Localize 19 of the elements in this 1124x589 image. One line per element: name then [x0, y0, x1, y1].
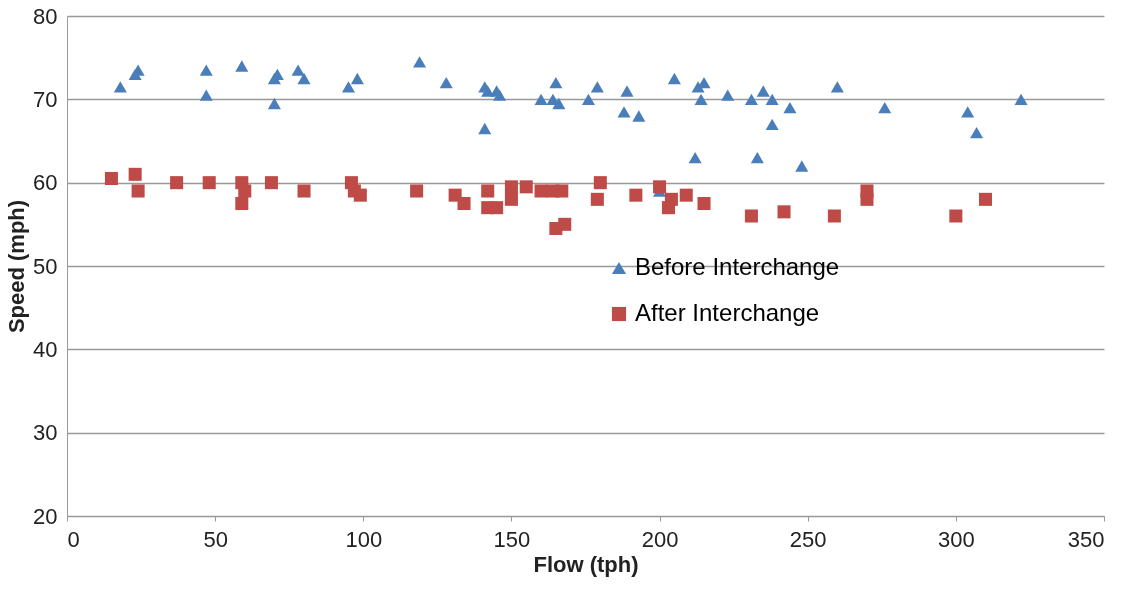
y-tick-label: 30 [33, 420, 58, 446]
x-tick-label: 350 [1067, 526, 1105, 552]
x-tick-label: 0 [67, 526, 80, 552]
x-tick-label: 250 [789, 526, 827, 552]
x-tick-label: 200 [641, 526, 679, 552]
x-axis-title: Flow (tph) [533, 551, 639, 577]
y-tick-label: 20 [33, 503, 58, 529]
y-axis-title: Speed (mph) [4, 199, 30, 334]
x-tick-label: 50 [203, 526, 228, 552]
x-tick-label: 300 [938, 526, 975, 552]
legend-label: After Interchange [635, 299, 820, 326]
x-tick-label: 100 [345, 526, 383, 552]
legend-label: Before Interchange [635, 253, 840, 280]
x-tick-label: 150 [493, 526, 531, 552]
y-tick-label: 60 [33, 170, 58, 196]
y-tick-label: 40 [33, 336, 58, 362]
y-tick-label: 70 [33, 86, 58, 112]
y-tick-label: 50 [33, 253, 58, 279]
y-tick-label: 80 [33, 3, 58, 29]
